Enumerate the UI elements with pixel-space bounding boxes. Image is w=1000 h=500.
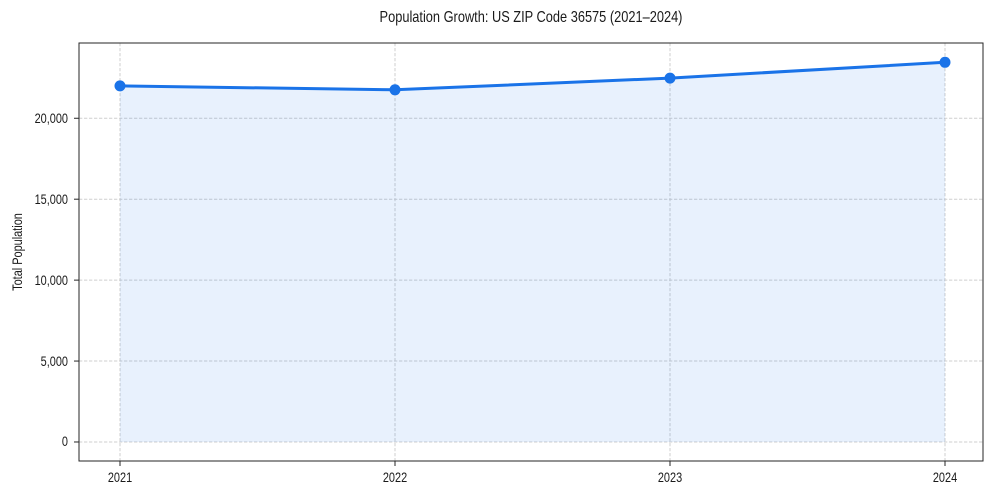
x-tick-label: 2024: [932, 469, 958, 485]
data-point-marker: [939, 56, 951, 68]
y-tick-label: 15,000: [34, 190, 68, 207]
x-tick-label: 2023: [657, 469, 683, 485]
x-tick-label: 2021: [107, 469, 133, 485]
x-tick-label: 2022: [382, 469, 408, 485]
data-point-marker: [389, 84, 401, 96]
y-tick-label: 20,000: [34, 109, 68, 126]
axes-spines: [78, 42, 984, 462]
data-point-marker: [114, 80, 126, 92]
series-line: [118, 60, 947, 92]
data-point-marker: [664, 72, 676, 84]
chart-title: Population Growth: US ZIP Code 36575 (20…: [379, 9, 683, 26]
area-fill: [120, 62, 945, 443]
y-tick-label: 10,000: [34, 271, 68, 288]
y-tick-label: 0: [61, 433, 68, 450]
y-tick-label: 5,000: [40, 352, 68, 369]
